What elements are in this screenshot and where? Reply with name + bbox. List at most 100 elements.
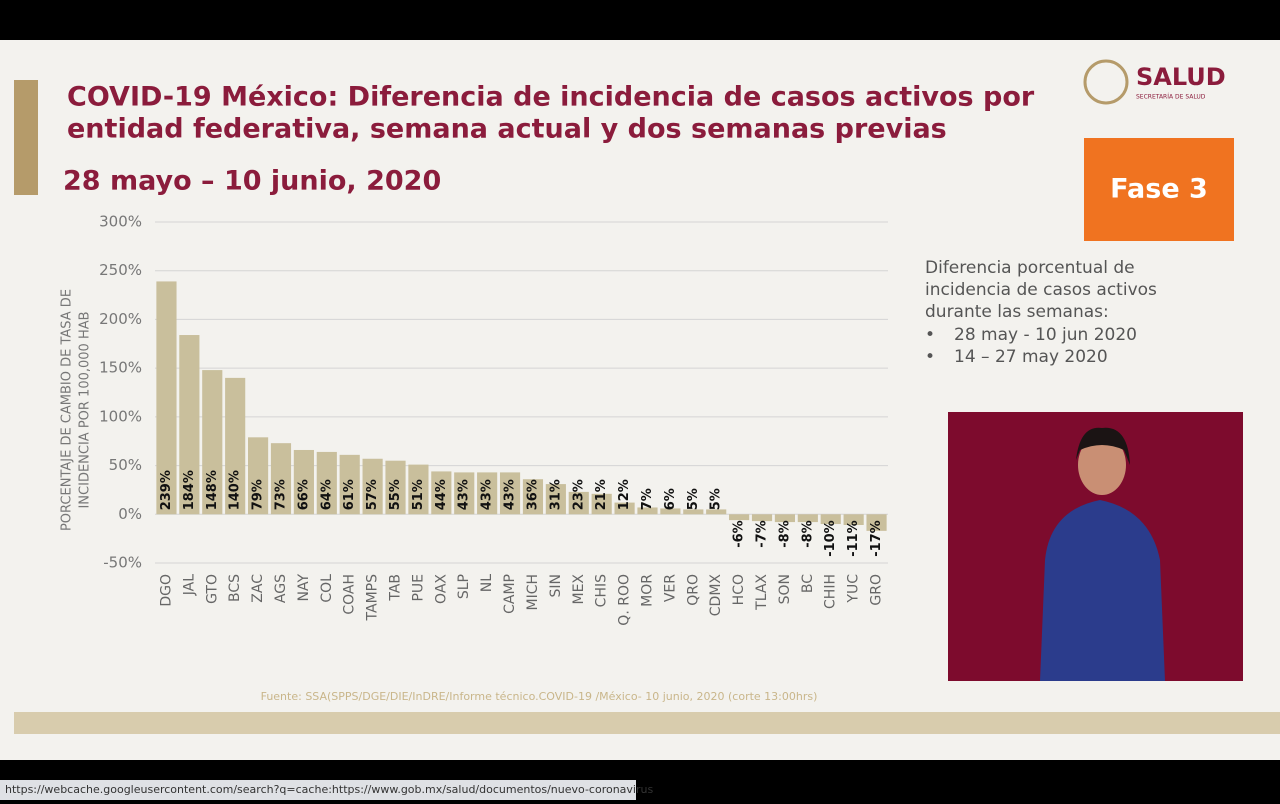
bullet: • xyxy=(925,325,935,345)
bar xyxy=(316,451,337,515)
value-label: 36% xyxy=(525,479,540,510)
value-label: 61% xyxy=(342,479,357,510)
x-tick-label: ZAC xyxy=(250,574,266,603)
x-tick-label: GTO xyxy=(204,574,220,604)
bar xyxy=(706,509,727,515)
value-label: 184% xyxy=(182,470,197,510)
x-tick-label: CDMX xyxy=(708,574,724,617)
person-head xyxy=(1078,435,1126,495)
value-label: 51% xyxy=(411,479,426,510)
x-tick-label: BCS xyxy=(227,574,243,602)
bar xyxy=(843,514,864,526)
value-label: 6% xyxy=(663,488,678,510)
x-tick-label: BC xyxy=(800,574,816,593)
accent-bar xyxy=(14,80,38,195)
bar xyxy=(247,437,269,515)
x-tick-label: COAH xyxy=(342,574,358,615)
bullet: • xyxy=(925,347,935,367)
x-tick-label: DGO xyxy=(158,574,174,607)
bar xyxy=(797,514,818,523)
x-tick-label: SON xyxy=(777,574,793,604)
y-tick-label: -50% xyxy=(103,554,142,572)
bar xyxy=(729,514,750,521)
source-note: Fuente: SSA(SPPS/DGE/DIE/InDRE/Informe t… xyxy=(261,690,818,703)
x-tick-label: MEX xyxy=(571,574,587,605)
status-bar xyxy=(0,780,636,800)
value-label: 239% xyxy=(159,470,174,510)
bar xyxy=(637,507,658,515)
x-tick-label: PUE xyxy=(410,574,426,602)
x-tick-label: AGS xyxy=(273,574,289,603)
value-label: -17% xyxy=(869,520,884,557)
bar xyxy=(568,491,589,515)
bar xyxy=(660,508,681,515)
status-url: https://webcache.googleusercontent.com/s… xyxy=(5,783,653,796)
bar xyxy=(293,449,314,515)
chart: -50% 0% 50% 100% 150% 200% 250% 300% PORCENTAJE … xyxy=(60,213,888,626)
gold-band xyxy=(14,712,1280,734)
y-tick-label: 300% xyxy=(99,213,142,231)
x-tick-label: JAL xyxy=(181,574,197,596)
x-tick-label: YUC xyxy=(846,574,862,604)
x-tick-label: VER xyxy=(662,574,678,602)
y-axis-label: PORCENTAJE DE CAMBIO DE TASA DE xyxy=(60,289,75,531)
side-text: incidencia de casos activos xyxy=(925,280,1157,300)
y-tick-label: 100% xyxy=(99,407,142,425)
value-label: 43% xyxy=(480,479,495,510)
bar xyxy=(179,335,200,515)
bar xyxy=(866,514,887,531)
bar xyxy=(614,502,635,515)
value-label: 43% xyxy=(503,479,518,510)
value-label: 57% xyxy=(365,479,380,510)
bar xyxy=(202,370,223,515)
value-label: 43% xyxy=(457,479,472,510)
value-label: -7% xyxy=(755,520,770,547)
bar xyxy=(362,458,383,515)
bar xyxy=(522,479,544,515)
x-tick-label: SIN xyxy=(548,574,564,598)
y-tick-label: 50% xyxy=(109,456,142,474)
x-tick-label: SLP xyxy=(456,574,472,599)
bar xyxy=(454,472,475,515)
value-label: -11% xyxy=(846,520,861,557)
value-label: 5% xyxy=(709,488,724,510)
side-text: Diferencia porcentual de xyxy=(925,258,1135,278)
x-tick-label: QRO xyxy=(685,574,701,606)
value-label: 55% xyxy=(388,479,403,510)
x-tick-label: TLAX xyxy=(754,574,770,611)
value-label: -6% xyxy=(732,520,747,547)
chart-title: COVID-19 México: Diferencia de incidenci… xyxy=(67,82,1035,113)
x-tick-label: CAMP xyxy=(502,574,518,614)
x-tick-label: MICH xyxy=(525,574,541,611)
x-tick-label: CHIH xyxy=(823,574,839,609)
value-label: 64% xyxy=(319,479,334,510)
interpreter-video xyxy=(948,412,1243,681)
x-tick-label: MOR xyxy=(639,574,655,607)
phase-box xyxy=(1084,138,1234,241)
bar xyxy=(751,514,773,522)
bar xyxy=(339,454,360,515)
value-label: 21% xyxy=(594,479,609,510)
y-tick-label: 250% xyxy=(99,261,142,279)
value-label: 79% xyxy=(251,479,266,510)
value-label: 73% xyxy=(273,479,288,510)
x-tick-label: COL xyxy=(319,574,335,603)
value-label: -8% xyxy=(800,520,815,547)
x-tick-label: TAMPS xyxy=(365,574,381,622)
x-tick-label: Q. ROO xyxy=(617,574,633,626)
x-tick-label: NL xyxy=(479,574,495,592)
logo-subtext: SECRETARÍA DE SALUD xyxy=(1136,94,1206,101)
value-label: 140% xyxy=(228,470,243,510)
y-tick-label: 200% xyxy=(99,310,142,328)
person-hair xyxy=(1076,427,1130,465)
value-label: -8% xyxy=(777,520,792,547)
value-label: 7% xyxy=(640,488,655,510)
side-item: 14 – 27 may 2020 xyxy=(954,347,1108,367)
bar xyxy=(545,484,566,515)
y-tick-label: 150% xyxy=(99,359,142,377)
logo-emblem xyxy=(1083,59,1129,105)
bar xyxy=(774,514,796,523)
bar xyxy=(431,471,452,515)
